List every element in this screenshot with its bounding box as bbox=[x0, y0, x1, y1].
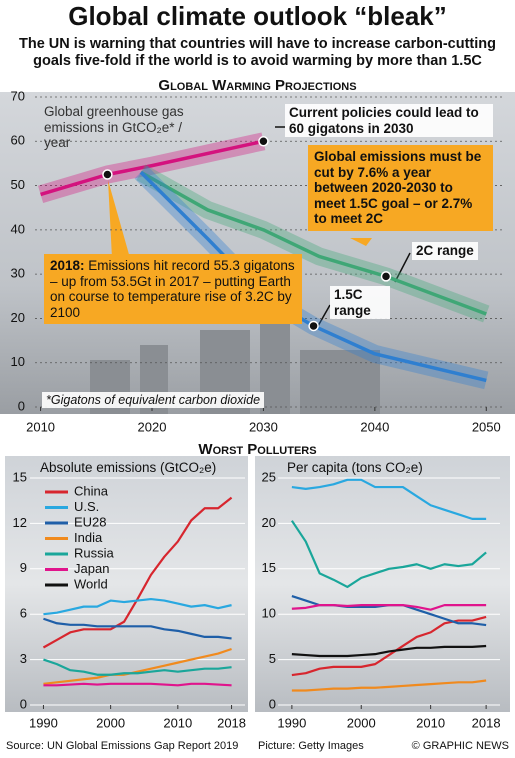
series-line bbox=[43, 617, 232, 640]
x-tick-label: 2040 bbox=[360, 419, 389, 434]
x-tick-label: 2030 bbox=[249, 419, 278, 434]
annotation: Current policies could lead to 60 gigato… bbox=[285, 104, 493, 138]
y-tick-label: 3 bbox=[20, 651, 27, 666]
y-tick-label: 5 bbox=[269, 651, 276, 666]
legend-label: Russia bbox=[74, 545, 115, 560]
y-tick-label: 25 bbox=[262, 469, 276, 484]
legend-label: China bbox=[74, 483, 109, 498]
series-line bbox=[43, 682, 232, 687]
panel-background bbox=[255, 456, 510, 712]
y-tick-label: 6 bbox=[20, 606, 27, 621]
x-tick-label: 2018 bbox=[217, 715, 246, 730]
callout-pointer bbox=[108, 180, 130, 258]
x-tick-label: 2000 bbox=[347, 715, 376, 730]
y-tick-label: 60 bbox=[11, 133, 25, 148]
point-marker bbox=[102, 169, 113, 180]
annotation-box: Global emissions must be cut by 7.6% a y… bbox=[308, 145, 493, 231]
legend-label: World bbox=[74, 576, 108, 591]
y-tick-label: 0 bbox=[18, 398, 25, 413]
y-tick-label: 0 bbox=[269, 696, 276, 711]
x-tick-label: 2050 bbox=[472, 419, 501, 434]
x-tick-label: 2020 bbox=[138, 419, 167, 434]
credit: © GRAPHIC NEWS bbox=[411, 740, 509, 752]
legend-label: EU28 bbox=[74, 514, 107, 529]
y-tick-label: 20 bbox=[262, 515, 276, 530]
y-tick-label: 10 bbox=[262, 606, 276, 621]
axis-strip bbox=[0, 414, 515, 440]
x-tick-label: 2010 bbox=[163, 715, 192, 730]
annotation: 1.5C range bbox=[330, 286, 390, 320]
leader-line bbox=[394, 252, 411, 283]
series-line bbox=[43, 647, 232, 685]
source: Source: UN Global Emissions Gap Report 2… bbox=[6, 740, 239, 752]
point-marker bbox=[308, 320, 319, 332]
legend-label: Japan bbox=[74, 561, 109, 576]
series-line bbox=[139, 170, 487, 316]
y-tick-label: 12 bbox=[13, 515, 27, 530]
y-tick-label: 50 bbox=[11, 177, 25, 192]
annotation: 2C range bbox=[412, 242, 478, 260]
callout-pointer bbox=[350, 238, 372, 246]
series-line bbox=[291, 644, 487, 658]
y-tick-label: 15 bbox=[262, 560, 276, 575]
series-line bbox=[43, 597, 232, 616]
footnote: *Gigatons of equivalent carbon dioxide bbox=[42, 392, 265, 409]
x-tick-label: 2000 bbox=[96, 715, 125, 730]
section-title: Worst Polluters bbox=[198, 441, 317, 458]
panel-title: Per capita (tons CO₂e) bbox=[287, 460, 423, 475]
axis-label: Global greenhouse gas emissions in GtCO₂… bbox=[44, 104, 184, 151]
x-tick-label: 2018 bbox=[472, 715, 501, 730]
title: Global climate outlook “bleak” bbox=[68, 1, 447, 31]
series-line bbox=[291, 679, 487, 692]
factory-silhouette bbox=[90, 310, 380, 414]
chart-title: Global Warming Projections bbox=[158, 77, 357, 94]
subtitle: The UN is warning that countries will ha… bbox=[19, 36, 496, 70]
x-tick-label: 1990 bbox=[277, 715, 306, 730]
panel-title: Absolute emissions (GtCO₂e) bbox=[40, 460, 217, 475]
series-line bbox=[291, 604, 487, 611]
series-line bbox=[43, 658, 232, 676]
series-line bbox=[290, 520, 487, 589]
annotation-box: 2018: Emissions hit record 55.3 gigatons… bbox=[44, 254, 302, 325]
y-tick-label: 0 bbox=[20, 696, 27, 711]
y-tick-label: 20 bbox=[11, 310, 25, 325]
y-tick-label: 9 bbox=[20, 560, 27, 575]
point-marker bbox=[258, 136, 269, 147]
y-tick-label: 70 bbox=[11, 88, 25, 103]
legend-label: U.S. bbox=[74, 499, 99, 514]
series-line bbox=[42, 496, 233, 649]
legend-label: India bbox=[74, 530, 103, 545]
annotation: Emissions hit record 55.3 gigatons – up … bbox=[50, 258, 295, 320]
leader-line bbox=[317, 304, 331, 327]
point-marker bbox=[380, 271, 392, 282]
x-tick-label: 2010 bbox=[26, 419, 55, 434]
series-line bbox=[291, 478, 487, 520]
y-tick-label: 15 bbox=[13, 469, 27, 484]
y-tick-label: 30 bbox=[11, 266, 25, 281]
y-tick-label: 40 bbox=[11, 221, 25, 236]
annotation-year: 2018: bbox=[50, 258, 85, 273]
series-line bbox=[40, 139, 264, 197]
picture-credit: Picture: Getty Images bbox=[258, 740, 364, 752]
x-tick-label: 1990 bbox=[29, 715, 58, 730]
y-tick-label: 10 bbox=[11, 354, 25, 369]
x-tick-label: 2010 bbox=[416, 715, 445, 730]
